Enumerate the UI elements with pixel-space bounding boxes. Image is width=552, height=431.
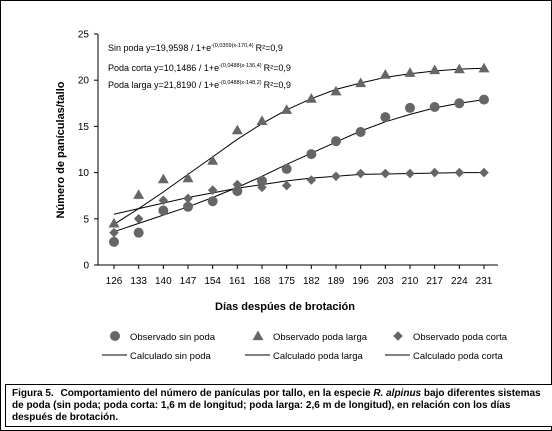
point-observado-poda-larga bbox=[108, 217, 120, 228]
curve-calculado-poda-larga bbox=[113, 67, 485, 225]
point-observado-sin-poda bbox=[405, 102, 415, 113]
y-axis-title: Número de panículas/tallo bbox=[55, 81, 67, 218]
x-tick-label: 203 bbox=[377, 276, 394, 287]
x-tick-label: 126 bbox=[106, 276, 123, 287]
point-observado-poda-larga bbox=[157, 173, 169, 184]
y-tick-label: 20 bbox=[78, 76, 90, 87]
caption-lead: Figura 5. bbox=[12, 388, 54, 399]
x-tick-label: 196 bbox=[352, 276, 369, 287]
equation-label: Poda larga y=21,8190 / 1+e-(0,0488(x-148… bbox=[108, 80, 291, 90]
legend-marker-triangle bbox=[252, 330, 264, 341]
x-tick-label: 147 bbox=[180, 276, 197, 287]
y-tick-label: 5 bbox=[83, 214, 89, 225]
point-observado-sin-poda bbox=[158, 205, 169, 216]
point-observado-poda-corta bbox=[355, 168, 366, 179]
point-observado-poda-larga bbox=[207, 155, 219, 165]
point-observado-poda-larga bbox=[182, 172, 194, 183]
point-observado-poda-larga bbox=[478, 62, 490, 73]
y-tick-label: 15 bbox=[78, 122, 90, 133]
legend-label: Observado sin poda bbox=[130, 332, 216, 343]
legend-label: Observado poda corta bbox=[413, 332, 508, 343]
point-observado-poda-corta bbox=[257, 182, 267, 193]
x-tick-label: 168 bbox=[254, 276, 271, 287]
point-observado-poda-corta bbox=[232, 179, 243, 190]
point-observado-poda-corta bbox=[183, 193, 193, 204]
y-tick-label: 0 bbox=[83, 261, 89, 272]
point-observado-poda-larga bbox=[355, 77, 367, 88]
equation-annotations: Sin poda y=19,9598 / 1+e-(0,0359(x-170,4… bbox=[108, 43, 291, 90]
point-observado-sin-poda bbox=[257, 175, 267, 186]
point-observado-poda-larga bbox=[281, 104, 293, 114]
point-observado-poda-corta bbox=[380, 168, 391, 179]
x-tick-label: 175 bbox=[278, 276, 295, 287]
x-tick-label: 161 bbox=[229, 276, 246, 287]
point-observado-poda-corta bbox=[281, 180, 292, 191]
point-observado-poda-larga bbox=[379, 69, 391, 79]
point-observado-poda-corta bbox=[405, 168, 415, 179]
legend-label: Calculado poda corta bbox=[413, 351, 503, 362]
x-tick-label: 133 bbox=[130, 276, 147, 287]
point-observado-poda-corta bbox=[158, 195, 169, 206]
point-observado-sin-poda bbox=[183, 201, 193, 212]
point-observado-sin-poda bbox=[331, 136, 341, 147]
x-tick-label: 182 bbox=[303, 276, 320, 287]
point-observado-sin-poda bbox=[454, 98, 465, 109]
point-observado-poda-corta bbox=[109, 227, 119, 238]
point-observado-sin-poda bbox=[109, 236, 119, 247]
legend-marker-circle bbox=[110, 331, 120, 341]
legend: Observado sin poda Observado poda larga Ob… bbox=[102, 330, 508, 362]
x-tick-label: 140 bbox=[155, 276, 172, 287]
point-observado-sin-poda bbox=[429, 101, 440, 112]
point-observado-poda-corta bbox=[331, 171, 341, 182]
x-tick-label: 189 bbox=[328, 276, 345, 287]
y-tick-label: 25 bbox=[78, 30, 90, 41]
legend-marker-diamond bbox=[393, 331, 403, 341]
equation-label: Poda corta y=10,1486 / 1+e-(0,0488(x-136… bbox=[108, 63, 291, 73]
point-observado-sin-poda bbox=[232, 186, 243, 197]
point-observado-poda-larga bbox=[256, 115, 268, 125]
fitted-curves bbox=[113, 67, 485, 233]
caption-text-2: bajo diferentes sistemas de poda (sin po… bbox=[12, 388, 541, 423]
point-observado-poda-corta bbox=[429, 167, 440, 178]
point-observado-sin-poda bbox=[133, 227, 144, 238]
point-observado-sin-poda bbox=[380, 112, 391, 123]
x-tick-label: 224 bbox=[451, 276, 468, 287]
chart: 0 5 10 15 20 25 126 133 140 147 154 161 168 175 182 189… bbox=[55, 30, 508, 363]
point-observado-sin-poda bbox=[207, 196, 218, 207]
point-observado-poda-corta bbox=[454, 167, 465, 178]
point-observado-sin-poda bbox=[306, 149, 317, 160]
point-observado-poda-larga bbox=[429, 64, 441, 75]
point-observado-sin-poda bbox=[479, 94, 489, 105]
point-observado-sin-poda bbox=[355, 126, 366, 137]
point-observado-poda-larga bbox=[231, 124, 243, 135]
figure-caption: Figura 5. Comportamiento del número de p… bbox=[5, 384, 552, 427]
point-observado-poda-larga bbox=[404, 67, 416, 77]
point-observado-poda-larga bbox=[330, 85, 342, 96]
x-tick-label: 231 bbox=[476, 276, 493, 287]
y-tick-label: 10 bbox=[78, 168, 90, 179]
observed-points bbox=[108, 62, 490, 247]
legend-label: Calculado sin poda bbox=[130, 351, 212, 362]
x-tick-label: 210 bbox=[402, 276, 419, 287]
x-tick-label: 154 bbox=[204, 276, 221, 287]
caption-species: R. alpinus bbox=[373, 388, 422, 399]
point-observado-poda-corta bbox=[479, 167, 489, 178]
point-observado-poda-corta bbox=[133, 214, 144, 224]
point-observado-poda-corta bbox=[306, 175, 317, 185]
point-observado-poda-corta bbox=[207, 185, 218, 195]
equation-label: Sin poda y=19,9598 / 1+e-(0,0359(x-170,4… bbox=[108, 43, 283, 53]
point-observado-poda-larga bbox=[305, 93, 317, 103]
legend-label: Observado poda larga bbox=[273, 332, 368, 343]
point-observado-poda-larga bbox=[453, 63, 465, 74]
caption-text-1: Comportamiento del número de panículas p… bbox=[60, 388, 374, 399]
curve-calculado-sin-poda bbox=[113, 99, 485, 233]
x-tick-label: 217 bbox=[426, 276, 443, 287]
point-observado-sin-poda bbox=[281, 163, 292, 174]
x-axis-title: Días despúes de brotación bbox=[215, 301, 355, 313]
curve-calculado-poda-corta bbox=[113, 172, 484, 215]
point-observado-poda-larga bbox=[133, 189, 145, 199]
legend-label: Calculado poda larga bbox=[273, 351, 364, 362]
axes: 0 5 10 15 20 25 126 133 140 147 154 161 168 175 182 189… bbox=[55, 30, 498, 313]
